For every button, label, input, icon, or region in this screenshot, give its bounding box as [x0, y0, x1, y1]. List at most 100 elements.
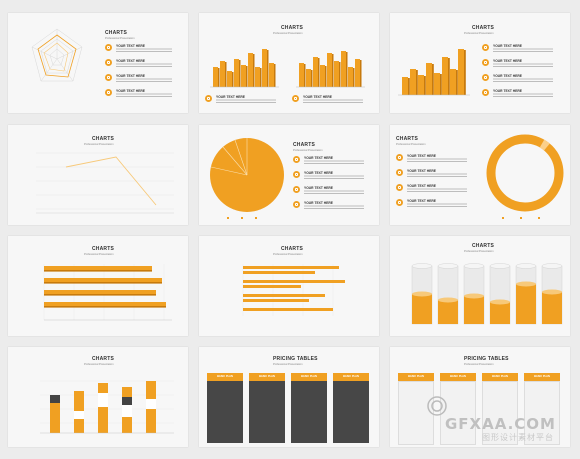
bullet-label: YOUR TEXT HERE [304, 156, 333, 160]
pricing-plan[interactable]: BASIC PLAN [482, 373, 518, 445]
gear-icon [293, 201, 300, 208]
plan-name: BASIC PLAN [398, 373, 434, 381]
chart-icon [292, 95, 299, 102]
slide-subtitle: Professional Presentation [84, 363, 114, 366]
horizontal-bar-chart [242, 264, 345, 316]
stacked-bar-chart [40, 380, 174, 434]
slide-pricing-light[interactable]: PRICING TABLES Professional Presentation… [390, 347, 570, 447]
lightbulb-icon [482, 44, 489, 51]
bullet-label: YOUR TEXT HERE [407, 154, 436, 158]
lightbulb-icon [105, 44, 112, 51]
chart-icon [482, 59, 489, 66]
bullet-label: YOUR TEXT HERE [304, 186, 333, 190]
pricing-plan[interactable]: BASIC PLAN [398, 373, 434, 445]
plan-name: BASIC PLAN [333, 373, 369, 381]
slide-subtitle: Professional Presentation [293, 149, 323, 152]
lightbulb-icon [396, 154, 403, 161]
lightbulb-icon [205, 95, 212, 102]
slide-line-chart[interactable]: CHARTS Professional Presentation [8, 125, 188, 225]
globe-icon [105, 74, 112, 81]
bullet-label: YOUR TEXT HERE [304, 201, 333, 205]
plan-name: BASIC PLAN [249, 373, 285, 381]
chart-icon [105, 59, 112, 66]
globe-icon [293, 186, 300, 193]
slide-title: CHARTS [472, 25, 495, 31]
slide-title: CHARTS [281, 246, 304, 252]
slide-cylinder-chart[interactable]: CHARTS Professional Presentation [390, 236, 570, 336]
slide-subtitle: Professional Presentation [464, 363, 494, 366]
slide-title: CHARTS [396, 136, 419, 142]
slide-pie-chart[interactable]: CHARTS Professional Presentation YOUR TE… [199, 125, 379, 225]
slide-title: CHARTS [472, 243, 495, 249]
bullet-label: YOUR TEXT HERE [493, 89, 522, 93]
pricing-plan[interactable]: BASIC PLAN [291, 373, 327, 443]
slide-title: CHARTS [92, 246, 115, 252]
slide-subtitle: Professional Presentation [396, 143, 426, 146]
bullet-label: YOUR TEXT HERE [116, 44, 145, 48]
plan-name: BASIC PLAN [482, 373, 518, 381]
bar-chart-3d-right [296, 51, 365, 88]
pricing-plan[interactable]: BASIC PLAN [440, 373, 476, 445]
lightbulb-icon [293, 156, 300, 163]
slide-title: CHARTS [92, 136, 115, 142]
slide-subtitle: Professional Presentation [84, 253, 114, 256]
gear-icon [105, 89, 112, 96]
globe-icon [396, 184, 403, 191]
bullet-label: YOUR TEXT HERE [116, 59, 145, 63]
plan-name: BASIC PLAN [524, 373, 560, 381]
slide-pricing-dark[interactable]: PRICING TABLES Professional Presentation… [199, 347, 379, 447]
pie-chart [210, 138, 284, 219]
gear-icon [396, 199, 403, 206]
slide-stacked-bar-chart[interactable]: CHARTS Professional Presentation [8, 347, 188, 447]
slide-subtitle: Professional Presentation [464, 250, 494, 253]
slide-title: CHARTS [293, 142, 316, 148]
bullet-label: YOUR TEXT HERE [303, 95, 332, 99]
slide-radar-chart[interactable]: CHARTS Professional Presentation YOUR TE… [8, 13, 188, 113]
bullet-label: YOUR TEXT HERE [407, 169, 436, 173]
slide-3d-horizontal-bar-chart[interactable]: CHARTS Professional Presentation [8, 236, 188, 336]
cylinder-chart [411, 263, 563, 325]
slide-subtitle: Professional Presentation [273, 363, 303, 366]
pricing-plan[interactable]: BASIC PLAN [207, 373, 243, 443]
slide-title: CHARTS [105, 30, 128, 36]
bar-chart-3d [398, 49, 470, 96]
slide-horizontal-bar-chart[interactable]: CHARTS Professional Presentation [199, 236, 379, 336]
slide-3d-bar-charts[interactable]: CHARTS Professional Presentation [199, 13, 379, 113]
slide-subtitle: Professional Presentation [105, 37, 135, 40]
globe-icon [482, 74, 489, 81]
slide-title: CHARTS [92, 356, 115, 362]
slide-3d-bar-chart-bullets[interactable]: CHARTS Professional Presentation YOUR TE… [390, 13, 570, 113]
pricing-plan[interactable]: BASIC PLAN [333, 373, 369, 443]
radar-chart [31, 28, 83, 82]
slide-subtitle: Professional Presentation [84, 143, 114, 146]
bar-chart-3d-left [210, 49, 279, 88]
slide-title: PRICING TABLES [464, 356, 509, 362]
horizontal-bar-chart-3d [43, 264, 172, 321]
donut-chart [486, 134, 564, 219]
bullet-label: YOUR TEXT HERE [116, 89, 145, 93]
slide-donut-chart[interactable]: CHARTS Professional Presentation YOUR TE… [390, 125, 570, 225]
slide-title: CHARTS [281, 25, 304, 31]
bullet-label: YOUR TEXT HERE [407, 199, 436, 203]
bullet-label: YOUR TEXT HERE [216, 95, 245, 99]
watermark-subtext: 图形设计素材平台 [482, 433, 554, 442]
pricing-plan[interactable]: BASIC PLAN [524, 373, 560, 445]
chart-icon [293, 171, 300, 178]
line-chart [36, 152, 174, 214]
bullet-label: YOUR TEXT HERE [493, 59, 522, 63]
watermark-text: GFXAA.COM [444, 415, 556, 433]
bullet-label: YOUR TEXT HERE [407, 184, 436, 188]
plan-name: BASIC PLAN [207, 373, 243, 381]
slide-title: PRICING TABLES [273, 356, 318, 362]
slide-subtitle: Professional Presentation [273, 253, 303, 256]
bullet-label: YOUR TEXT HERE [116, 74, 145, 78]
bullet-label: YOUR TEXT HERE [493, 74, 522, 78]
plan-name: BASIC PLAN [440, 373, 476, 381]
slide-subtitle: Professional Presentation [273, 32, 303, 35]
plan-name: BASIC PLAN [291, 373, 327, 381]
slide-subtitle: Professional Presentation [464, 32, 494, 35]
watermark-logo-icon [427, 396, 447, 416]
pricing-plan[interactable]: BASIC PLAN [249, 373, 285, 443]
gear-icon [482, 89, 489, 96]
chart-icon [396, 169, 403, 176]
